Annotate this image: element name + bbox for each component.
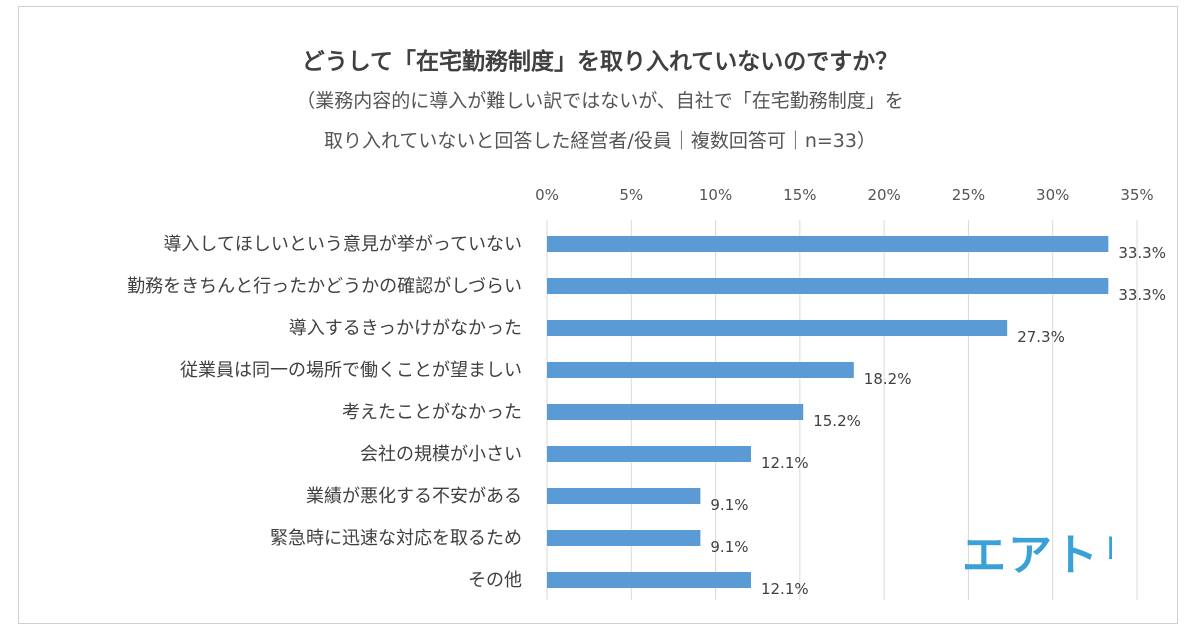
category-label: 会社の規模が小さい	[360, 444, 522, 465]
data-label: 33.3%	[1118, 244, 1166, 262]
data-label: 9.1%	[710, 496, 748, 514]
bar	[547, 530, 701, 546]
category-label: 業績が悪化する不安がある	[306, 486, 522, 507]
chart-subtitle-line-1: （業務内容的に導入が難しい訳ではないが、自社で「在宅勤務制度」を	[296, 90, 904, 112]
data-label: 27.3%	[1017, 328, 1065, 346]
bar	[547, 236, 1109, 252]
bar	[547, 488, 701, 504]
bar	[547, 446, 751, 462]
bar	[547, 404, 804, 420]
x-tick-label: 5%	[619, 186, 643, 204]
bar	[547, 572, 751, 588]
data-label: 33.3%	[1118, 286, 1166, 304]
category-label: その他	[468, 570, 522, 591]
data-label: 12.1%	[761, 454, 809, 472]
x-tick-label: 20%	[867, 186, 900, 204]
x-tick-label: 0%	[535, 186, 559, 204]
category-label: 導入するきっかけがなかった	[289, 318, 522, 339]
x-tick-label: 25%	[952, 186, 985, 204]
category-label: 勤務をきちんと行ったかどうかの確認がしづらい	[127, 276, 522, 297]
chart-title: どうして「在宅勤務制度」を取り入れていないのですか？	[301, 49, 899, 75]
data-label: 9.1%	[710, 538, 748, 556]
chart-subtitle-line-2: 取り入れていないと回答した経営者/役員｜複数回答可｜n=33）	[324, 130, 876, 152]
x-tick-label: 35%	[1120, 186, 1153, 204]
category-label: 考えたことがなかった	[342, 402, 522, 423]
x-tick-label: 15%	[783, 186, 816, 204]
category-label: 導入してほしいという意見が挙がっていない	[163, 234, 522, 255]
bar	[547, 362, 854, 378]
airtrip-logo: エアトリ	[962, 530, 1112, 578]
logo-text: エアトリ	[962, 530, 1112, 578]
x-tick-label: 10%	[699, 186, 732, 204]
x-tick-label: 30%	[1036, 186, 1069, 204]
category-label: 緊急時に迅速な対応を取るため	[270, 528, 522, 549]
bar	[547, 320, 1008, 336]
data-label: 15.2%	[813, 412, 861, 430]
bar	[547, 278, 1109, 294]
category-label: 従業員は同一の場所で働くことが望ましい	[180, 360, 522, 381]
data-label: 12.1%	[761, 580, 809, 598]
chart-frame	[18, 6, 1178, 624]
data-label: 18.2%	[864, 370, 912, 388]
